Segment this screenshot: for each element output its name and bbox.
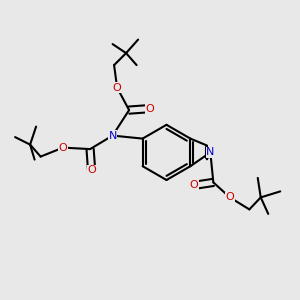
Text: O: O: [59, 142, 68, 153]
Text: O: O: [87, 165, 96, 175]
Text: O: O: [146, 103, 154, 114]
Text: O: O: [226, 192, 234, 203]
Text: O: O: [190, 180, 198, 190]
Text: N: N: [108, 130, 117, 141]
Text: N: N: [206, 147, 214, 158]
Text: O: O: [113, 82, 122, 93]
